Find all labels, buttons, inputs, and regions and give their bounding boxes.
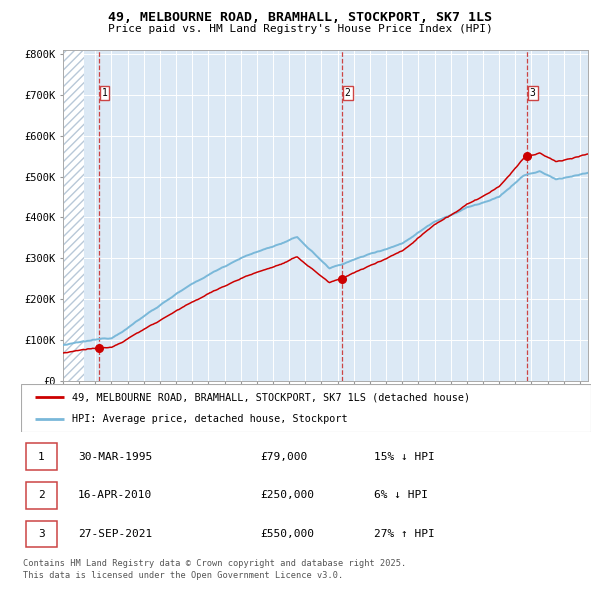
Text: 1: 1 [101, 88, 107, 98]
Text: HPI: Average price, detached house, Stockport: HPI: Average price, detached house, Stoc… [73, 414, 348, 424]
Text: £550,000: £550,000 [260, 529, 314, 539]
FancyBboxPatch shape [26, 521, 57, 548]
Text: Price paid vs. HM Land Registry's House Price Index (HPI): Price paid vs. HM Land Registry's House … [107, 24, 493, 34]
Text: 3: 3 [530, 88, 536, 98]
Text: 49, MELBOURNE ROAD, BRAMHALL, STOCKPORT, SK7 1LS (detached house): 49, MELBOURNE ROAD, BRAMHALL, STOCKPORT,… [73, 392, 470, 402]
Text: 2: 2 [38, 490, 44, 500]
Text: Contains HM Land Registry data © Crown copyright and database right 2025.
This d: Contains HM Land Registry data © Crown c… [23, 559, 406, 580]
Text: 16-APR-2010: 16-APR-2010 [78, 490, 152, 500]
Text: 6% ↓ HPI: 6% ↓ HPI [374, 490, 428, 500]
Text: 15% ↓ HPI: 15% ↓ HPI [374, 451, 435, 461]
Text: 27% ↑ HPI: 27% ↑ HPI [374, 529, 435, 539]
Text: 3: 3 [38, 529, 44, 539]
FancyBboxPatch shape [26, 443, 57, 470]
Text: £79,000: £79,000 [260, 451, 308, 461]
FancyBboxPatch shape [26, 482, 57, 509]
Text: £250,000: £250,000 [260, 490, 314, 500]
Text: 27-SEP-2021: 27-SEP-2021 [78, 529, 152, 539]
Text: 49, MELBOURNE ROAD, BRAMHALL, STOCKPORT, SK7 1LS: 49, MELBOURNE ROAD, BRAMHALL, STOCKPORT,… [108, 11, 492, 24]
Text: 2: 2 [345, 88, 350, 98]
Text: 30-MAR-1995: 30-MAR-1995 [78, 451, 152, 461]
Text: 1: 1 [38, 451, 44, 461]
